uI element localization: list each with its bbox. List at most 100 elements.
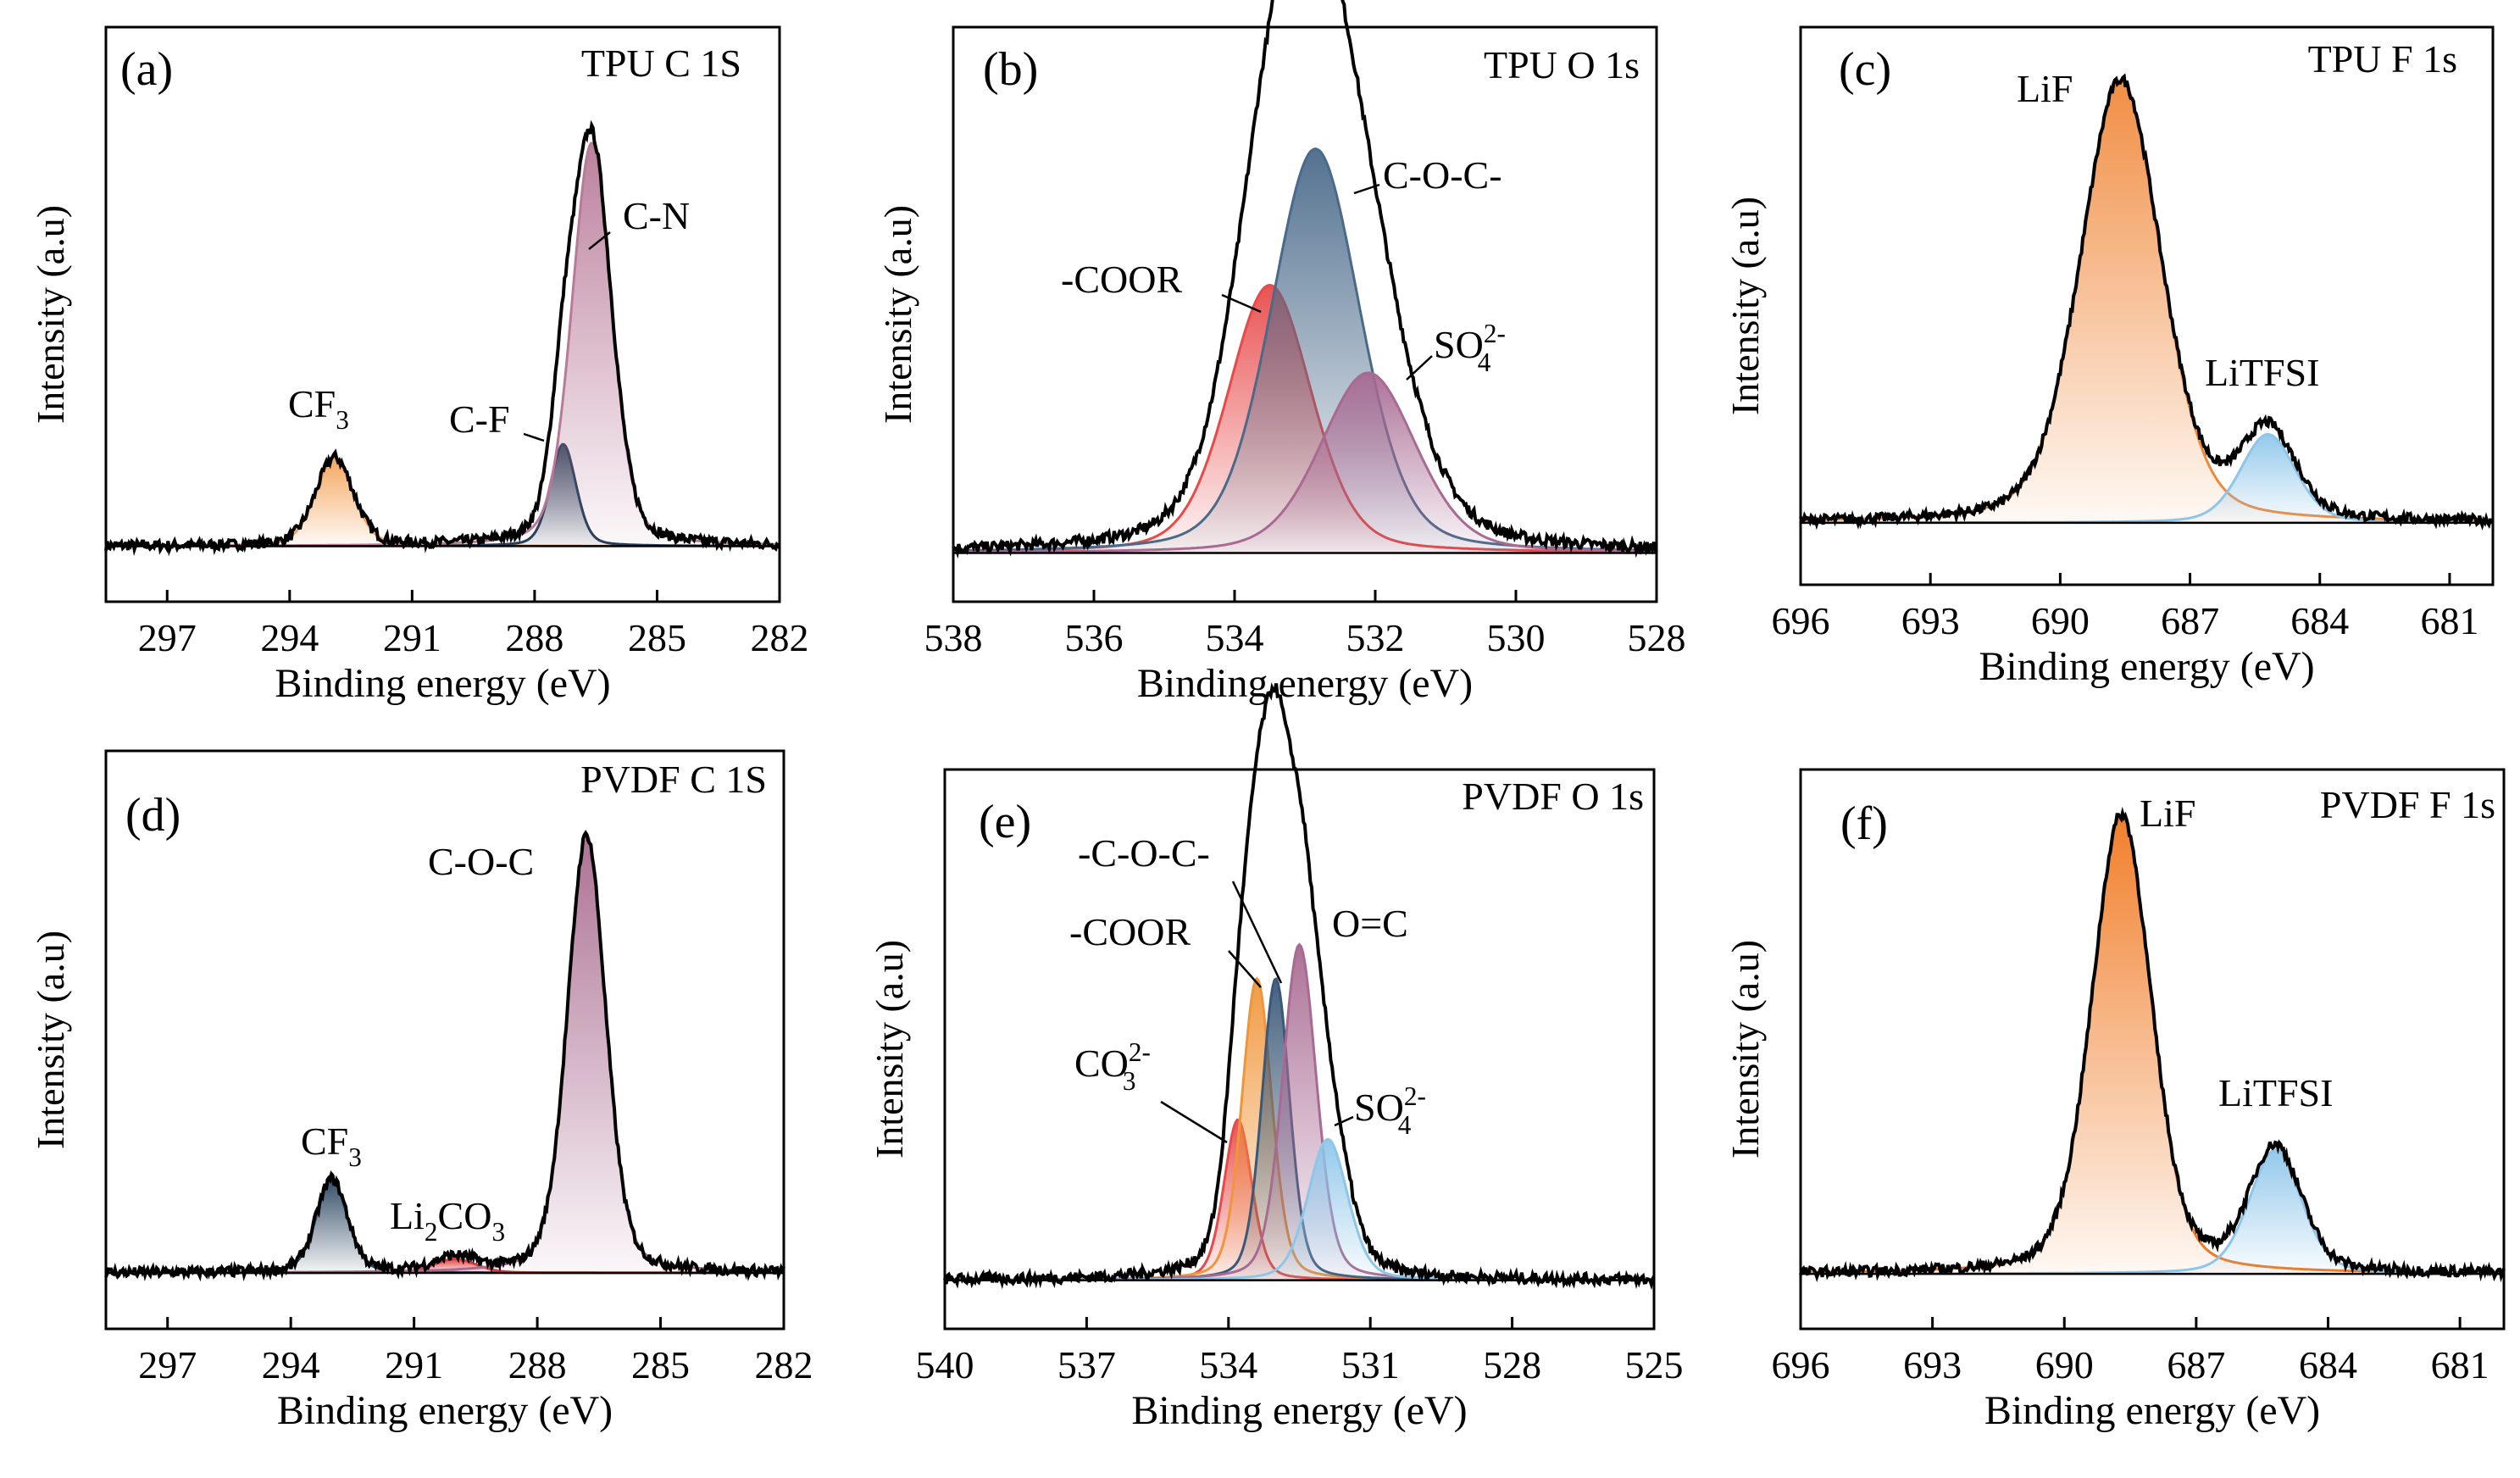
chart-panel-f: 696 693 690 687 684 681 Binding energy (eV) Int…	[1723, 768, 2506, 1433]
x-tick-label-f-3: 687	[2167, 1343, 2225, 1386]
x-tick-label-c-5: 681	[2420, 599, 2478, 642]
panel-label-a: (a)	[120, 43, 173, 96]
x-tick-label-f-4: 684	[2299, 1343, 2357, 1386]
peak-fill-d-2	[469, 835, 704, 1273]
peak-label-e-4: SO2-4	[1354, 1081, 1426, 1140]
peak-label-b-0: -COOR	[1061, 258, 1182, 301]
panel-label-c: (c)	[1839, 43, 1891, 96]
y-axis-label-b: Intensity (a.u)	[876, 205, 919, 424]
peak-fill-e-2	[1190, 978, 1363, 1281]
x-axis-label-f: Binding energy (eV)	[1984, 1388, 2320, 1433]
peak-fill-d-1	[326, 1259, 584, 1273]
x-tick-label-d-5: 282	[755, 1343, 813, 1386]
peak-label-b-1: C-O-C-	[1383, 153, 1502, 197]
x-axis-label-b: Binding energy (eV)	[1137, 661, 1473, 706]
peak-fill-b-1	[1041, 148, 1590, 553]
raw-spectrum-e	[943, 682, 1656, 1291]
x-tick-label-a-5: 282	[751, 616, 809, 659]
peak-fill-b-2	[1075, 372, 1661, 553]
x-tick-label-c-4: 684	[2290, 599, 2349, 642]
peak-label-a-0: CF3	[288, 382, 349, 435]
plot-frame-f	[1799, 768, 2506, 1331]
chart-title-d: PVDF C 1S	[580, 758, 767, 801]
x-tick-label-d-1: 294	[262, 1343, 320, 1386]
x-tick-label-c-3: 687	[2161, 599, 2219, 642]
panel-label-f: (f)	[1840, 797, 1888, 850]
chart-panel-e: 540 537 534 531 528 525 Binding energy (eV) Int…	[868, 682, 1684, 1433]
x-tick-label-d-2: 291	[385, 1343, 443, 1386]
x-tick-label-d-3: 288	[508, 1343, 567, 1386]
plot-frame-b	[952, 25, 1658, 603]
x-axis-label-a: Binding energy (eV)	[275, 661, 610, 706]
peak-label-c-0: LiF	[2017, 67, 2073, 110]
x-axis-label-c: Binding energy (eV)	[1979, 644, 2314, 689]
x-tick-label-d-4: 285	[631, 1343, 690, 1386]
plot-frame-c	[1799, 25, 2495, 586]
peak-fit-b-2	[953, 371, 1657, 553]
peak-label-d-0: CF3	[301, 1120, 362, 1172]
x-tick-label-b-3: 532	[1346, 616, 1405, 659]
x-tick-label-a-2: 291	[383, 616, 441, 659]
raw-spectrum-b	[952, 0, 1658, 559]
x-tick-label-e-2: 534	[1199, 1343, 1257, 1386]
peak-label-e-2: O=C	[1332, 902, 1408, 945]
leader-line-a-1	[523, 432, 545, 442]
x-tick-label-f-0: 696	[1772, 1343, 1830, 1386]
y-axis-label-f: Intensity (a.u)	[1723, 940, 1767, 1159]
leader-line-b-0	[1221, 293, 1262, 314]
x-tick-label-b-5: 528	[1628, 616, 1686, 659]
panel-label-e: (e)	[979, 796, 1031, 848]
x-tick-label-b-0: 538	[924, 616, 983, 659]
peak-fill-e-4	[1204, 1139, 1451, 1281]
plot-frame-a	[104, 25, 781, 603]
chart-title-e: PVDF O 1s	[1462, 775, 1644, 818]
peak-label-d-1: Li2CO3	[390, 1194, 505, 1247]
raw-spectrum-c	[1799, 73, 2495, 531]
x-tick-label-e-4: 528	[1483, 1343, 1541, 1386]
peak-fill-a-2	[469, 142, 714, 547]
leader-line-e-1	[1228, 950, 1262, 988]
peak-fill-c-1	[2099, 434, 2437, 523]
y-axis-label-c: Intensity (a.u)	[1723, 197, 1767, 415]
x-tick-label-e-0: 540	[916, 1343, 974, 1386]
peak-fill-f-1	[2115, 1150, 2436, 1275]
peak-label-a-1: C-F	[449, 397, 510, 441]
leader-line-b-1	[1353, 183, 1380, 195]
chart-title-f: PVDF F 1s	[2320, 783, 2495, 826]
y-axis-label-a: Intensity (a.u)	[29, 205, 72, 424]
raw-spectrum-a	[104, 119, 781, 557]
x-tick-label-c-1: 693	[1901, 599, 1960, 642]
peak-fill-a-0	[218, 458, 452, 547]
peak-fill-f-0	[1938, 815, 2305, 1275]
raw-spectrum-f	[1799, 806, 2506, 1283]
peak-fit-a-0	[106, 456, 780, 547]
x-tick-label-f-1: 693	[1903, 1343, 1962, 1386]
chart-panel-b: 538 536 534 532 530 528 Binding energy (eV) Int…	[876, 0, 1686, 706]
peak-label-e-0: -C-O-C-	[1078, 831, 1210, 875]
leader-line-b-2	[1406, 355, 1433, 381]
chart-panel-d: 297 294 291 288 285 282 Binding energy (eV) Int…	[29, 749, 813, 1433]
peak-label-a-2: C-N	[623, 194, 690, 237]
panel-label-b: (b)	[983, 43, 1038, 96]
peak-label-f-1: LiTFSI	[2218, 1071, 2333, 1114]
x-axis-label-e: Binding energy (eV)	[1131, 1388, 1467, 1433]
x-tick-label-c-0: 696	[1772, 599, 1830, 642]
chart-title-c: TPU F 1s	[2308, 37, 2457, 81]
chart-title-a: TPU C 1S	[581, 42, 741, 85]
y-axis-label-d: Intensity (a.u)	[29, 931, 72, 1149]
y-axis-label-e: Intensity (a.u)	[868, 940, 911, 1159]
x-tick-label-b-4: 530	[1487, 616, 1546, 659]
chart-panel-a: 297 294 291 288 285 282 Binding energy (eV) Int…	[29, 25, 809, 706]
x-tick-label-e-1: 537	[1057, 1343, 1116, 1386]
x-tick-label-b-1: 536	[1065, 616, 1124, 659]
x-axis-label-d: Binding energy (eV)	[277, 1388, 613, 1433]
chart-title-b: TPU O 1s	[1484, 43, 1640, 86]
x-tick-label-a-1: 294	[260, 616, 319, 659]
peak-fit-a-1	[106, 442, 780, 547]
peak-label-b-2: SO2-4	[1434, 319, 1506, 377]
x-tick-label-b-2: 534	[1206, 616, 1264, 659]
leader-line-a-2	[588, 231, 611, 250]
peak-label-c-1: LiTFSI	[2205, 351, 2319, 394]
panel-label-d: (d)	[125, 789, 180, 842]
